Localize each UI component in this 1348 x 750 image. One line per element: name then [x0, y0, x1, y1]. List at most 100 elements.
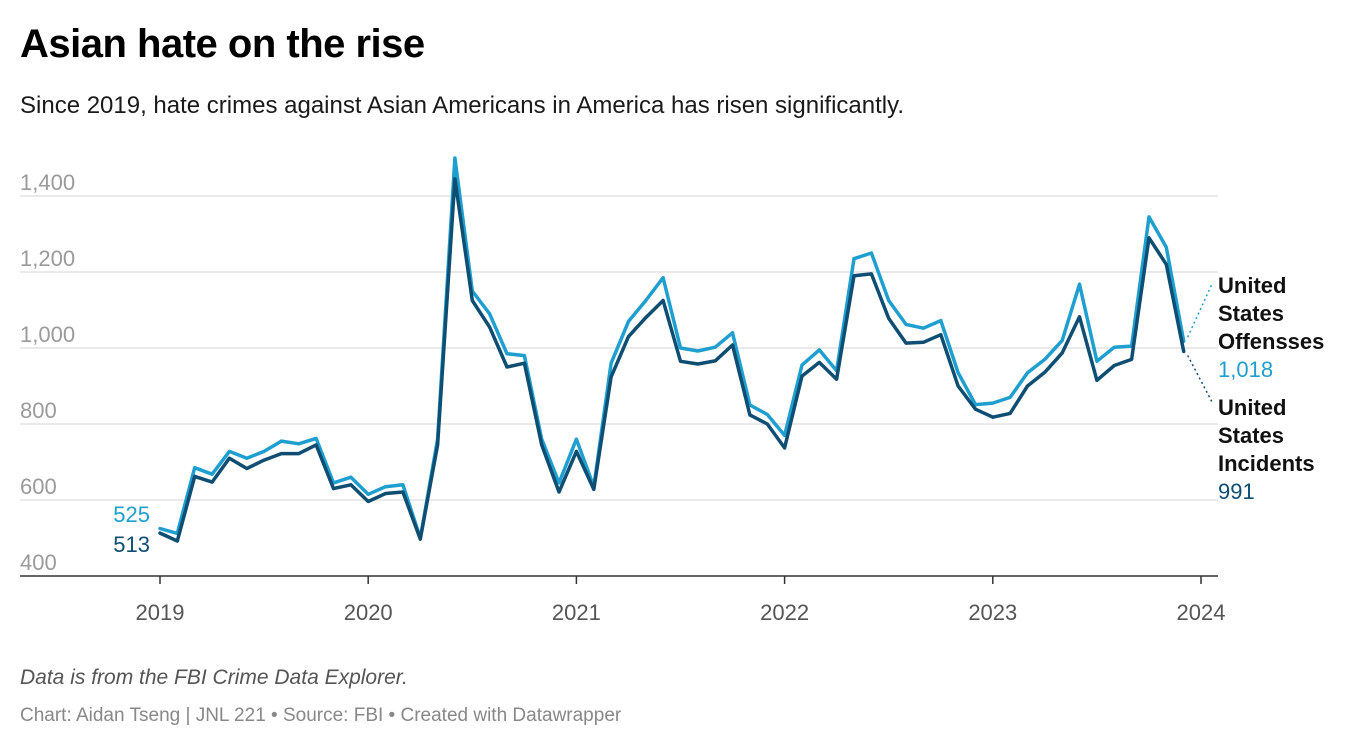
series-line-0	[158, 156, 1186, 540]
end-label-offenses-name-line-1: States	[1218, 301, 1284, 326]
series-0-point-4	[227, 449, 231, 453]
series-1-point-40	[852, 274, 856, 278]
series-0-point-30	[679, 346, 682, 350]
x-tick-label-2020: 2020	[344, 600, 393, 625]
series-0-point-53	[1078, 282, 1081, 286]
y-tick-label-400: 400	[20, 550, 57, 575]
start-label-incidents: 513	[113, 532, 150, 557]
series-1-point-34	[748, 413, 752, 417]
series-1-point-15	[418, 537, 422, 541]
y-tick-label-1200: 1,200	[20, 246, 75, 271]
series-1-point-7	[279, 452, 283, 456]
end-label-offenses-name-line-0: United	[1218, 273, 1286, 298]
series-0-point-23	[557, 481, 561, 485]
series-0-point-46	[956, 371, 960, 375]
y-tick-label-600: 600	[20, 474, 57, 499]
series-0-point-49	[1008, 395, 1012, 399]
series-0-point-19	[488, 312, 492, 316]
series-0-point-52	[1060, 338, 1064, 342]
end-connector-incidents	[1186, 355, 1213, 403]
series-0-point-44	[921, 326, 925, 330]
series-1-point-31	[696, 362, 700, 366]
series-1-point-11	[349, 483, 353, 487]
series-0-point-2	[193, 466, 197, 470]
series-1-point-32	[713, 359, 717, 363]
series-1-point-47	[974, 407, 977, 411]
series-1-point-35	[765, 422, 769, 426]
series-1-point-37	[800, 374, 804, 378]
series-1-point-4	[227, 456, 231, 460]
end-label-incidents-value: 991	[1218, 479, 1255, 504]
chart-title: Asian hate on the rise	[20, 22, 425, 66]
x-tick-label-2022: 2022	[760, 600, 809, 625]
series-0-point-20	[505, 352, 509, 356]
end-label-incidents-name-line-1: States	[1218, 423, 1284, 448]
y-tick-label-800: 800	[20, 398, 57, 423]
series-1-point-52	[1060, 351, 1064, 355]
series-0-point-51	[1043, 357, 1047, 361]
series-1-point-26	[609, 375, 613, 379]
series-0-point-6	[262, 449, 266, 453]
x-tick-label-2019: 2019	[136, 600, 185, 625]
series-1-point-55	[1112, 364, 1116, 367]
end-connector-offenses	[1186, 283, 1213, 338]
series-1-point-13	[384, 492, 388, 495]
end-label-incidents-name-line-0: United	[1218, 395, 1286, 420]
x-tick-label-2023: 2023	[968, 600, 1017, 625]
series-0-point-0	[158, 527, 162, 530]
series-0-point-12	[366, 492, 370, 496]
series-1-point-1	[175, 539, 179, 543]
series-1-point-44	[921, 340, 925, 344]
series-0-point-35	[765, 413, 769, 416]
series-0-point-58	[1164, 245, 1168, 249]
series-1-point-45	[939, 333, 943, 337]
start-label-offenses: 525	[113, 502, 150, 527]
chart-byline: Chart: Aidan Tseng | JNL 221 • Source: F…	[20, 705, 622, 726]
series-0-point-55	[1112, 345, 1116, 349]
series-1-point-19	[488, 325, 492, 329]
series-0-point-40	[852, 257, 856, 261]
series-0-point-13	[384, 485, 388, 489]
series-0-point-48	[991, 401, 995, 405]
series-1-point-53	[1078, 315, 1081, 319]
series-0-point-37	[800, 363, 804, 367]
series-0-point-17	[453, 156, 457, 160]
series-line-1	[158, 177, 1186, 543]
series-0-point-38	[817, 348, 821, 352]
series-0-point-57	[1147, 215, 1151, 219]
series-1-point-39	[835, 377, 839, 381]
series-0-point-54	[1095, 359, 1099, 363]
series-1-point-57	[1147, 236, 1151, 240]
series-1-point-23	[557, 490, 561, 494]
series-0-point-21	[522, 354, 526, 358]
series-1-point-54	[1095, 378, 1099, 382]
series-1-point-10	[332, 487, 335, 491]
series-1-point-9	[314, 443, 318, 447]
series-1-point-49	[1008, 411, 1012, 415]
series-1-point-30	[679, 359, 682, 363]
series-0-point-28	[644, 299, 648, 302]
series-1-point-28	[644, 316, 648, 320]
series-0-point-33	[731, 331, 734, 335]
series-1-point-21	[522, 361, 526, 365]
series-1-point-50	[1026, 384, 1029, 388]
series-1-point-2	[193, 474, 197, 478]
series-0-point-42	[887, 299, 891, 302]
series-1-point-22	[540, 443, 544, 447]
series-0-point-14	[401, 483, 405, 487]
series-1-point-29	[661, 299, 665, 302]
series-1-point-42	[887, 316, 891, 320]
chart-subtitle: Since 2019, hate crimes against Asian Am…	[20, 92, 904, 119]
series-0-point-11	[349, 475, 353, 479]
series-1-point-27	[627, 335, 630, 339]
series-0-point-43	[904, 322, 908, 326]
series-1-point-38	[817, 360, 821, 364]
series-1-point-16	[436, 443, 440, 447]
series-1-point-59	[1182, 349, 1186, 353]
series-1-point-20	[505, 365, 509, 369]
series-1-point-6	[262, 458, 266, 462]
end-label-incidents-name-line-2: Incidents	[1218, 451, 1315, 476]
series-1-point-51	[1043, 370, 1047, 374]
series-1-point-43	[904, 341, 908, 345]
